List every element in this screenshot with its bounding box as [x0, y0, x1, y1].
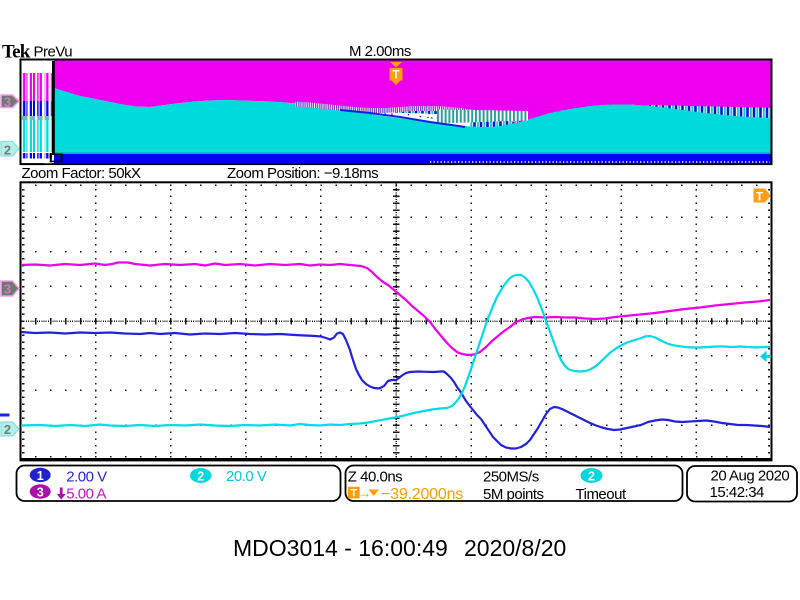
- svg-text:5M points: 5M points: [483, 486, 544, 503]
- svg-text:3: 3: [4, 94, 11, 109]
- svg-text:2: 2: [4, 143, 11, 158]
- svg-text:→: →: [358, 484, 372, 500]
- svg-text:Zoom Position: −9.18ms: Zoom Position: −9.18ms: [227, 165, 378, 182]
- svg-text:M 2.00ms: M 2.00ms: [349, 43, 411, 60]
- svg-text:2: 2: [588, 469, 595, 483]
- svg-text:2: 2: [4, 422, 11, 437]
- svg-text:MDO3014 - 16:00:49: MDO3014 - 16:00:49: [233, 535, 448, 561]
- svg-text:5.00 A: 5.00 A: [66, 485, 106, 502]
- svg-text:T: T: [392, 70, 399, 82]
- svg-text:20 Aug 2020: 20 Aug 2020: [711, 467, 790, 484]
- svg-text:2.00 V: 2.00 V: [66, 468, 107, 485]
- svg-text:Zoom Factor: 50kX: Zoom Factor: 50kX: [22, 165, 142, 182]
- svg-text:15:42:34: 15:42:34: [710, 484, 765, 501]
- svg-text:250MS/s: 250MS/s: [483, 469, 539, 486]
- svg-text:2: 2: [197, 469, 204, 483]
- svg-text:T: T: [350, 488, 357, 500]
- svg-text:3: 3: [4, 282, 11, 297]
- svg-text:Tek: Tek: [2, 42, 31, 63]
- svg-text:2020/8/20: 2020/8/20: [464, 535, 566, 561]
- svg-text:PreVu: PreVu: [34, 44, 73, 61]
- svg-text:20.0 V: 20.0 V: [226, 468, 267, 485]
- svg-text:−39.2000ns: −39.2000ns: [381, 486, 463, 503]
- svg-text:1: 1: [37, 469, 44, 483]
- svg-text:Z 40.0ns: Z 40.0ns: [348, 469, 402, 486]
- svg-text:Timeout: Timeout: [576, 486, 627, 503]
- svg-text:T: T: [756, 189, 764, 203]
- svg-text:3: 3: [37, 485, 44, 499]
